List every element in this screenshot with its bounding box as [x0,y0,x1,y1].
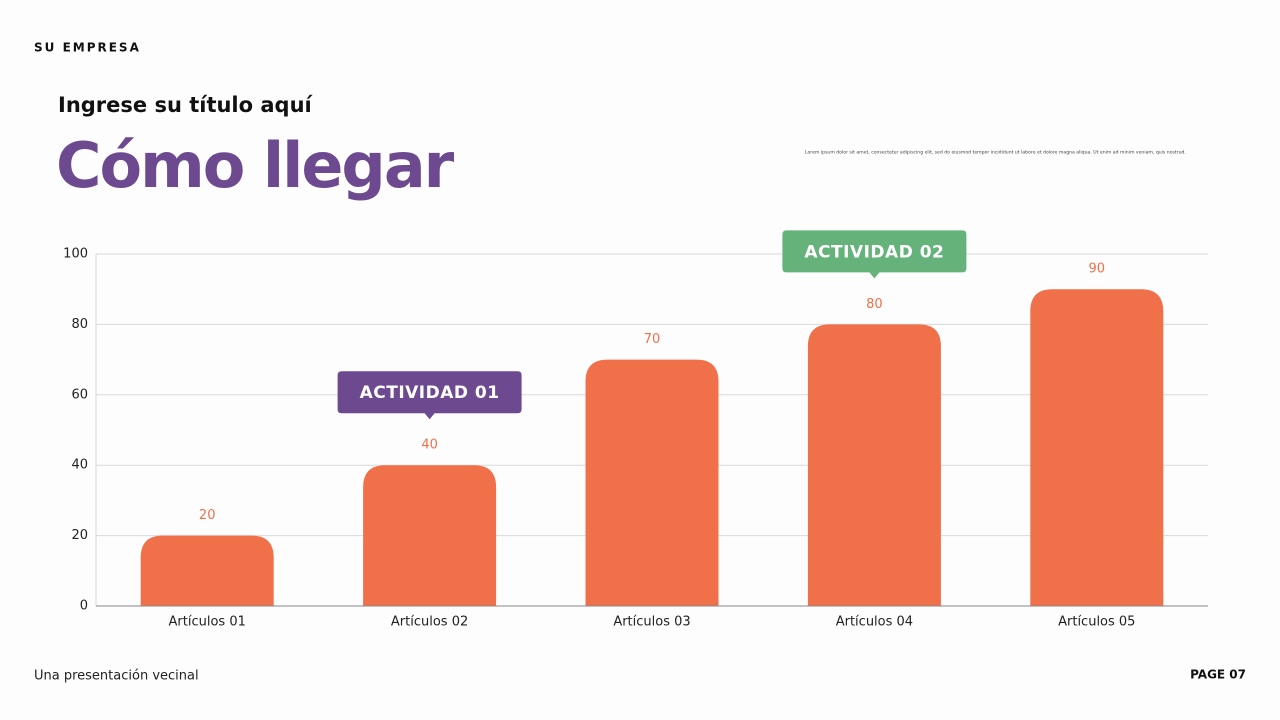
x-tick-label: Artículos 03 [613,615,690,630]
y-tick-label: 100 [63,247,88,262]
value-label: 70 [644,332,661,347]
annotation-text: ACTIVIDAD 01 [360,383,500,403]
company: SU EMPRESA [34,41,141,55]
bar [807,324,941,606]
x-tick-label: Artículos 02 [391,615,468,630]
chart: 0 20 40 60 80 100 Artículos 01 20 Artículos 02 40… [63,230,1208,630]
annotation-box [782,230,967,279]
annotation-box [337,371,522,420]
y-tick-label: 20 [71,528,88,543]
y-tick-label: 60 [71,387,88,402]
x-tick-label: Artículos 04 [836,615,913,630]
subtitle: Ingrese su título aquí [58,93,314,117]
bar [363,465,497,606]
y-tick-label: 0 [80,599,88,614]
bar [140,535,274,606]
page-number: PAGE 07 [1190,668,1246,682]
title: Cómo llegar [56,129,455,202]
footer-text: Una presentación vecinal [34,669,199,684]
value-label: 20 [199,508,216,523]
value-label: 40 [421,438,438,453]
description: Lorem ipsum dolor sit amet, consectetur … [805,150,1186,156]
value-label: 80 [866,297,883,312]
y-tick-label: 80 [71,317,88,332]
x-tick-label: Artículos 05 [1058,615,1135,630]
x-tick-label: Artículos 01 [169,615,246,630]
bar [585,359,719,606]
annotation-text: ACTIVIDAD 02 [804,242,944,262]
value-label: 90 [1089,262,1106,277]
y-tick-label: 40 [71,458,88,473]
bar [1030,289,1164,606]
